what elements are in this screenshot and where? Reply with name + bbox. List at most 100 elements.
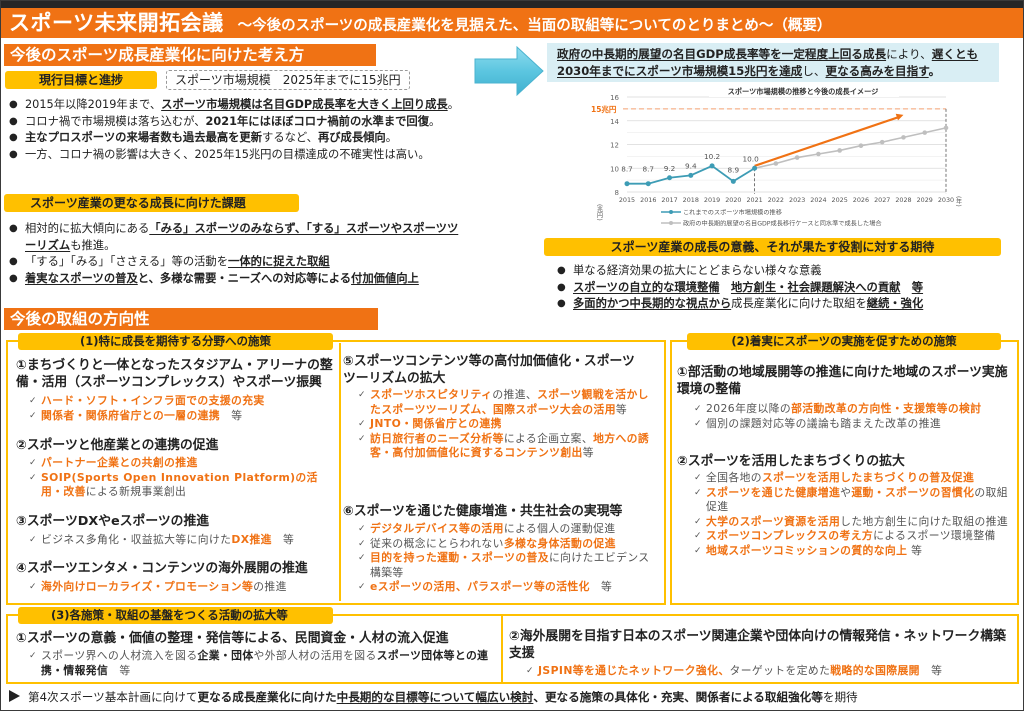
svg-text:10.0: 10.0 <box>742 154 759 163</box>
group1-divider <box>339 343 341 601</box>
item-title: ④スポーツエンタメ・コンテンツの海外展開の推進 <box>16 561 308 576</box>
check-item: スポーツコンプレックスの考え方によるスポーツ環境整備 <box>694 529 1016 544</box>
check-item: ビジネス多角化・収益拡大等に向けたDX推進 等 <box>29 533 334 548</box>
svg-text:2029: 2029 <box>917 196 933 204</box>
check-list: ハード・ソフト・インフラ面での支援の充実 関係者・関係府省庁との一層の連携 等 <box>29 394 329 423</box>
svg-text:2028: 2028 <box>895 196 911 204</box>
bullet-item: 一方、コロナ禍の影響は大きく、2025年15兆円の目標達成の不確実性は高い。 <box>9 147 459 164</box>
svg-text:16: 16 <box>610 94 619 102</box>
progress-bullets: 2015年以降2019年まで、スポーツ市場規模は名目GDP成長率を大きく上回り成… <box>9 97 459 163</box>
item-title: ⑥スポーツを通じた健康増進・共生社会の実現等 <box>343 504 623 519</box>
bullet-subline: スポーツの自立的な環境整備 地方創生・社会課題解決への貢献 等 <box>557 280 923 297</box>
check-item: スポーツを通じた健康増進や運動・スポーツの習慣化の取組促進 <box>694 486 1016 515</box>
item-title: ②海外展開を目指す日本のスポーツ関連企業や団体向けの情報発信・ネットワーク構築支… <box>509 629 1006 661</box>
top-dark-strip <box>1 1 1023 8</box>
svg-text:10.2: 10.2 <box>704 152 720 161</box>
svg-text:2026: 2026 <box>853 196 869 204</box>
svg-text:14: 14 <box>610 118 619 126</box>
bullet-item: 相対的に拡大傾向にある「みる」スポーツのみならず、「する」スポーツやスポーツツー… <box>9 221 469 254</box>
market-size-chart: 8 10 12 14 16 スポーツ市場規模の推移と今後の成長イメージ 15兆円 2015 20… <box>591 86 962 228</box>
svg-text:2027: 2027 <box>874 196 890 204</box>
check-item: 地域スポーツコミッションの質的な向上 等 <box>694 544 1016 559</box>
bullet-item: 多面的かつ中長期的な視点から成長産業化に向けた取組を継続・強化 <box>557 296 923 313</box>
check-list: パートナー企業との共創の推進 SOIP(Sports Open Innovati… <box>29 456 334 500</box>
check-item: 関係者・関係府省庁との一層の連携 等 <box>29 409 329 424</box>
check-item: JNTO・関係省庁との連携 <box>358 417 658 432</box>
svg-text:10: 10 <box>610 165 619 173</box>
triangle-right-icon <box>9 690 20 702</box>
svg-text:2025: 2025 <box>832 196 848 204</box>
svg-text:2023: 2023 <box>789 196 805 204</box>
page-title: スポーツ未来開拓会議 <box>9 11 224 35</box>
section-title-approach: 今後のスポーツ成長産業化に向けた考え方 <box>4 44 376 66</box>
check-item: パートナー企業との共創の推進 <box>29 456 334 471</box>
bullet-item: 主なプロスポーツの来場者数も過去最高を更新するなど、再び成長傾向。 <box>9 130 459 147</box>
check-list: スポーツ界への人材流入を図る企業・団体や外部人材の活用を図るスポーツ団体等との連… <box>29 649 494 678</box>
svg-text:2021: 2021 <box>746 196 762 204</box>
item-title: ①まちづくりと一体となったスタジアム・アリーナの整備・活用（スポーツコンプレック… <box>16 358 333 390</box>
svg-text:2016: 2016 <box>640 196 656 204</box>
svg-text:2018: 2018 <box>683 196 699 204</box>
check-item: 従来の概念にとらわれない多様な身体活動の促進 <box>358 537 658 552</box>
group2-title: (2)着実にスポーツの実施を促すための施策 <box>687 333 1001 350</box>
footer-statement: 第4次スポーツ基本計画に向けて更なる成長産業化に向けた中長期的な目標等について幅… <box>9 689 858 705</box>
svg-text:これまでのスポーツ市場規模の推移: これまでのスポーツ市場規模の推移 <box>683 209 782 217</box>
target-statement: 政府の中長期的展望の名目GDP成長率等を一定程度上回る成長により、遅くとも203… <box>547 43 999 82</box>
bullet-item: 「する」「みる」「ささえる」等の活動を一体的に捉えた取組 <box>9 254 469 271</box>
svg-text:2022: 2022 <box>768 196 784 204</box>
check-item: 2026年度以降の部活動改革の方向性・支援策等の検討 <box>694 402 1016 417</box>
svg-text:8.7: 8.7 <box>642 165 654 174</box>
svg-text:9.4: 9.4 <box>685 161 697 170</box>
group3-divider <box>501 616 503 682</box>
check-item: ハード・ソフト・インフラ面での支援の充実 <box>29 394 329 409</box>
svg-text:8.9: 8.9 <box>728 165 740 174</box>
right-arrow-icon <box>474 45 544 97</box>
check-list: 2026年度以降の部活動改革の方向性・支援策等の検討 個別の課題対応等の議論も踏… <box>694 402 1016 431</box>
item-title: ①スポーツの意義・価値の整理・発信等による、民間資金・人材の流入促進 <box>16 631 449 646</box>
check-list: 全国各地のスポーツを活用したまちづくりの普及促進 スポーツを通じた健康増進や運動… <box>694 471 1016 558</box>
svg-text:8: 8 <box>615 189 619 197</box>
svg-text:15兆円: 15兆円 <box>591 104 617 114</box>
svg-text:政府の中長期的展望の名目GDP成長移行ケースと同水準で成長し: 政府の中長期的展望の名目GDP成長移行ケースと同水準で成長した場合 <box>683 220 882 228</box>
item-title: ②スポーツと他産業との連携の促進 <box>16 438 219 453</box>
check-item: 全国各地のスポーツを活用したまちづくりの普及促進 <box>694 471 1016 486</box>
check-item: スポーツ界への人材流入を図る企業・団体や外部人材の活用を図るスポーツ団体等との連… <box>29 649 494 678</box>
header-bar: スポーツ未来開拓会議 ～今後のスポーツの成長産業化を見据えた、当面の取組等につい… <box>1 8 1023 38</box>
group3-frame <box>6 614 1019 684</box>
svg-text:2020: 2020 <box>725 196 741 204</box>
bullet-item: 単なる経済効果の拡大にとどまらない様々な意義 <box>557 263 923 280</box>
svg-text:スポーツ市場規模の推移と今後の成長イメージ: スポーツ市場規模の推移と今後の成長イメージ <box>728 87 879 96</box>
issues-bullets: 相対的に拡大傾向にある「みる」スポーツのみならず、「する」スポーツやスポーツツー… <box>9 221 469 287</box>
check-list: デジタルデバイス等の活用による個人の運動促進 従来の概念にとらわれない多様な身体… <box>358 522 658 595</box>
svg-text:2024: 2024 <box>810 196 826 204</box>
svg-text:9.2: 9.2 <box>664 164 676 173</box>
svg-text:12: 12 <box>610 142 619 150</box>
significance-bullets: 単なる経済効果の拡大にとどまらない様々な意義 スポーツの自立的な環境整備 地方創… <box>557 263 923 313</box>
bullet-item: 2015年以降2019年まで、スポーツ市場規模は名目GDP成長率を大きく上回り成… <box>9 97 459 114</box>
section-title-direction: 今後の取組の方向性 <box>4 308 378 330</box>
svg-text:8.7: 8.7 <box>621 165 633 174</box>
check-item: 大学のスポーツ資源を活用した地方創生に向けた取組の推進 <box>694 515 1016 530</box>
check-item: SOIP(Sports Open Innovation Platform)の活用… <box>29 471 334 500</box>
issues-pill: スポーツ産業の更なる成長に向けた課題 <box>4 194 299 212</box>
item-title: ①部活動の地域展開等の推進に向けた地域のスポーツ実施環境の整備 <box>677 365 1008 397</box>
check-list: スポーツホスピタリティの推進、スポーツ観戦を活かしたスポーツツーリズム、国際スポ… <box>358 388 658 461</box>
svg-text:2019: 2019 <box>704 196 720 204</box>
svg-text:2030: 2030 <box>938 196 954 204</box>
check-item: 目的を持った運動・スポーツの普及に向けたエビデンス構築等 <box>358 551 658 580</box>
svg-text:(兆円): (兆円) <box>596 204 603 221</box>
check-item: eスポーツの活用、パラスポーツ等の活性化 等 <box>358 580 658 595</box>
item-title: ②スポーツを活用したまちづくりの拡大 <box>677 454 905 469</box>
goal-pill: 現行目標と進捗 <box>5 71 157 89</box>
bullet-item: コロナ禍で市場規模は落ち込むが、2021年にはほぼコロナ禍前の水準まで回復。 <box>9 114 459 131</box>
significance-pill: スポーツ産業の成長の意義、それが果たす役割に対する期待 <box>544 238 1001 256</box>
check-item: 個別の課題対応等の議論も踏まえた改革の推進 <box>694 417 1016 432</box>
group1-frame <box>6 340 666 605</box>
group3-title: (3)各施策・取組の基盤をつくる活動の拡大等 <box>18 607 333 624</box>
group1-title: (1)特に成長を期待する分野への施策 <box>18 333 333 350</box>
check-list: JSPIN等を通じたネットワーク強化、ターゲットを定めた戦略的な国際展開 等 <box>526 664 1011 679</box>
check-item: スポーツホスピタリティの推進、スポーツ観戦を活かしたスポーツツーリズム、国際スポ… <box>358 388 658 417</box>
check-list: ビジネス多角化・収益拡大等に向けたDX推進 等 <box>29 533 334 548</box>
check-list: 海外向けローカライズ・プロモーション等の推進 <box>29 580 334 595</box>
svg-text:(年): (年) <box>955 196 962 207</box>
